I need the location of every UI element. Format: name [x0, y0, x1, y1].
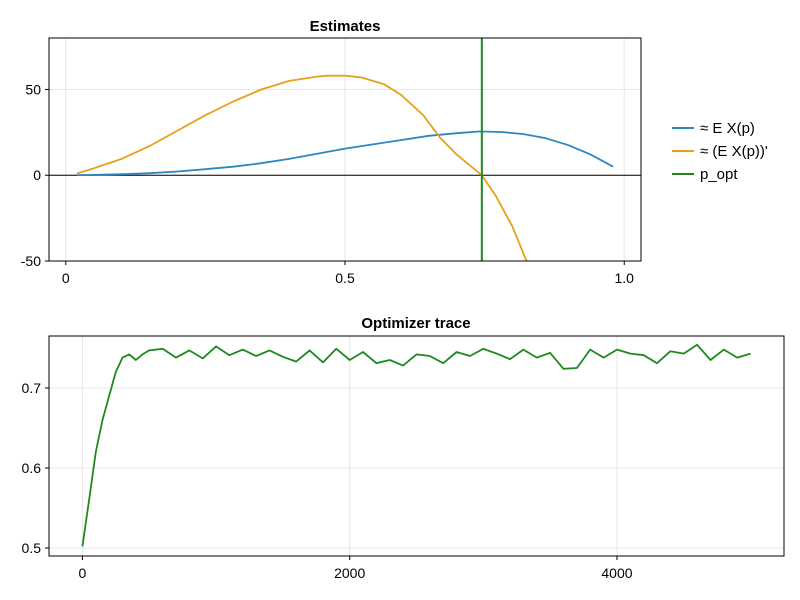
optimizer-trace-xtick-label: 4000	[601, 565, 632, 581]
optimizer-trace-ticks: 0 2000 4000 0.5 0.6 0.7	[22, 380, 633, 581]
optimizer-trace-series	[81, 343, 751, 547]
legend-label: ≈ (E X(p))'	[700, 143, 768, 160]
legend-label: p_opt	[700, 166, 738, 183]
estimates-xtick-label: 1.0	[615, 270, 635, 286]
legend-label: ≈ E X(p)	[700, 120, 755, 137]
optimizer-trace-frame	[48, 335, 785, 557]
optimizer-trace-xtick-label: 2000	[334, 565, 365, 581]
optimizer-trace-title: Optimizer trace	[361, 315, 470, 332]
optimizer-trace-ytick-label: 0.7	[22, 380, 42, 396]
estimates-chart: Estimates 0 0.5 1.0 -50 0 50 ≈ E X(p) ≈ (E X(p…	[21, 18, 768, 286]
estimates-title: Estimates	[310, 18, 381, 35]
optimizer-trace-grid	[49, 336, 784, 556]
optimizer-trace-series-line-0	[81, 343, 751, 547]
optimizer-trace-ytick-label: 0.5	[22, 540, 42, 556]
estimates-ticks: 0 0.5 1.0 -50 0 50	[21, 81, 634, 286]
estimates-series	[49, 38, 641, 261]
estimates-series-line-0	[76, 130, 614, 176]
estimates-xtick-label: 0	[62, 270, 70, 286]
estimates-legend: ≈ E X(p) ≈ (E X(p))' p_opt	[672, 120, 768, 183]
optimizer-trace-ytick-label: 0.6	[22, 460, 42, 476]
optimizer-trace-xtick-label: 0	[79, 565, 87, 581]
estimates-series-line-1	[76, 74, 528, 261]
optimizer-trace-chart: Optimizer trace 0 2000 4000 0.5 0.6 0.7	[22, 315, 785, 581]
estimates-ytick-label: 50	[25, 81, 41, 97]
estimates-xtick-label: 0.5	[335, 270, 355, 286]
estimates-ytick-label: 0	[33, 167, 41, 183]
estimates-ytick-label: -50	[21, 253, 41, 269]
